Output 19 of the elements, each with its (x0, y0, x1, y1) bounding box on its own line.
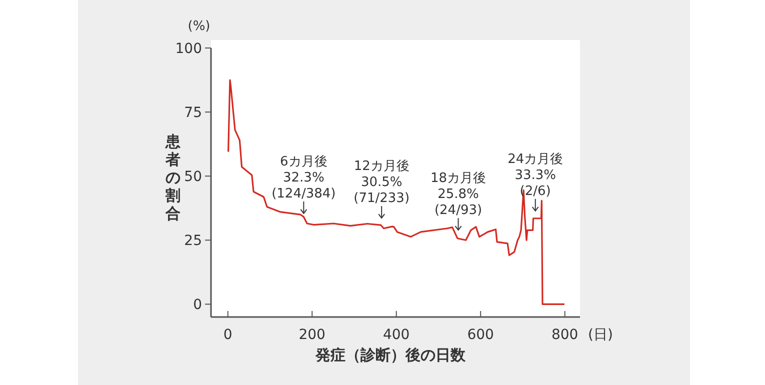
annotation: 6カ月後 32.3% (124/384) (272, 154, 336, 202)
y-tick-label: 75 (184, 105, 202, 122)
y-axis-title: 患者の割合 (164, 132, 182, 222)
y-tick-label: 25 (184, 233, 202, 250)
x-tick-label: 400 (382, 327, 410, 343)
x-tick-label: 0 (223, 327, 232, 343)
annotation: 18カ月後 25.8% (24/93) (430, 171, 486, 218)
text: (%) (188, 19, 210, 34)
line-series (227, 79, 566, 305)
x-tick-label: 600 (467, 327, 494, 343)
text: (日) (588, 327, 613, 343)
y-tick-label: 100 (175, 41, 202, 57)
annotation: 12カ月後 30.5% (71/233) (354, 159, 410, 206)
y-tick-label: 0 (193, 297, 202, 314)
x-tick-label: 200 (298, 327, 326, 343)
x-axis-title: 発症（診断）後の日数 (314, 346, 466, 364)
y-tick-label: 50 (184, 169, 202, 186)
x-tick-label: 800 (551, 327, 578, 343)
annotation: 24カ月後 33.3% (2/6) (508, 152, 564, 199)
